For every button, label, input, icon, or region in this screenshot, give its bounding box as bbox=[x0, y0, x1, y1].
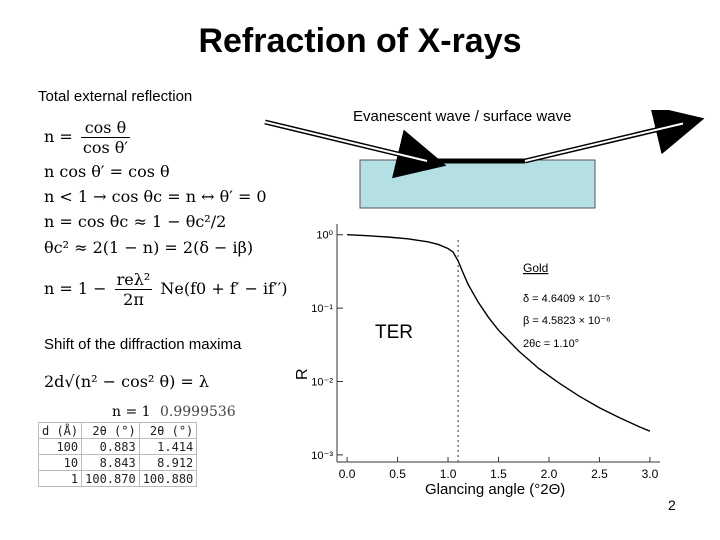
table-row: 100 0.883 1.414 bbox=[37, 438, 198, 455]
reflection-diagram bbox=[264, 110, 705, 209]
equation-bragg: 2d√(n² − cos² θ) = λ bbox=[44, 372, 210, 391]
table-cell: 8.843 bbox=[81, 454, 140, 471]
eq1-lhs: n = bbox=[44, 127, 73, 146]
y-tick-label: 10⁻² bbox=[311, 377, 333, 389]
slide-title: Refraction of X-rays bbox=[198, 22, 522, 60]
y-axis-label: R bbox=[295, 368, 311, 380]
y-tick-label: 10⁻¹ bbox=[311, 303, 333, 315]
eq1-denominator: cos θ′ bbox=[82, 138, 129, 157]
subtitle-total-external-reflection: Total external reflection bbox=[38, 88, 193, 105]
table-cell: 100.880 bbox=[138, 470, 198, 487]
diffraction-shift-table: d (Å) 2θ (°) 2θ (°) 100 0.883 1.414 10 8.843 8.… bbox=[37, 422, 198, 487]
table-cell: 100 bbox=[37, 438, 83, 455]
table-header-cell: 2θ (°) bbox=[81, 422, 140, 439]
table-row: 1 100.870 100.880 bbox=[37, 470, 198, 487]
reflectivity-curve bbox=[347, 234, 651, 432]
eq6-lhs: n = 1 − bbox=[44, 279, 107, 298]
equation-1: n = cos θ cos θ′ bbox=[44, 118, 133, 157]
y-tick-label: 10⁻³ bbox=[311, 450, 333, 462]
table-cell: 0.883 bbox=[81, 438, 140, 455]
page-number: 2 bbox=[668, 497, 676, 513]
eq6-numerator: reλ² bbox=[114, 270, 153, 290]
sample-block bbox=[359, 159, 596, 209]
x-tick-label: 2.0 bbox=[541, 467, 558, 481]
legend-theta-c: 2θc = 1.10° bbox=[523, 338, 579, 350]
y-tick-label: 10⁰ bbox=[316, 230, 333, 242]
eq1-numerator: cos θ bbox=[80, 118, 131, 138]
equation-5: θc² ≈ 2(1 − n) = 2(δ − iβ) bbox=[44, 238, 254, 257]
table-cell: 1 bbox=[37, 470, 83, 487]
table-cell: 1.414 bbox=[138, 438, 198, 455]
table-row: 10 8.843 8.912 bbox=[37, 454, 198, 471]
equation-4: n = cos θc ≈ 1 − θc²/2 bbox=[44, 212, 227, 231]
x-tick-label: 1.5 bbox=[490, 467, 507, 481]
table-header-row: d (Å) 2θ (°) 2θ (°) bbox=[37, 422, 198, 439]
table-cell: 8.912 bbox=[138, 454, 198, 471]
table-n-label: n = 1 bbox=[112, 404, 151, 420]
legend-delta: δ = 4.6409 × 10⁻⁵ bbox=[523, 293, 610, 305]
legend-gold: Gold bbox=[523, 261, 548, 275]
subtitle-evanescent-wave: Evanescent wave / surface wave bbox=[353, 108, 572, 125]
table-cell: 100.870 bbox=[81, 470, 140, 487]
x-tick-label: 0.5 bbox=[389, 467, 406, 481]
x-tick-label: 0.0 bbox=[339, 467, 356, 481]
x-tick-label: 1.0 bbox=[440, 467, 457, 481]
ter-annotation: TER bbox=[375, 322, 413, 343]
x-tick-label: 2.5 bbox=[591, 467, 608, 481]
table-header-cell: 2θ (°) bbox=[138, 422, 198, 439]
eq6-rhs: Ne(f0 + f′ − if′′) bbox=[160, 279, 288, 298]
table-cell: 10 bbox=[37, 454, 83, 471]
equation-6: n = 1 − reλ² 2π Ne(f0 + f′ − if′′) bbox=[44, 270, 288, 309]
table-header-cell: d (Å) bbox=[37, 422, 83, 439]
legend-beta: β = 4.5823 × 10⁻⁶ bbox=[523, 315, 611, 327]
eq6-denominator: 2π bbox=[123, 290, 144, 309]
x-tick-label: 3.0 bbox=[642, 467, 659, 481]
table-n-value: 0.9999536 bbox=[160, 404, 236, 420]
equation-3: n < 1 → cos θc = n ↔ θ′ = 0 bbox=[44, 187, 267, 206]
shift-diffraction-label: Shift of the diffraction maxima bbox=[44, 336, 242, 353]
chart-frame bbox=[336, 223, 661, 463]
x-axis-label: Glancing angle (°2Θ) bbox=[425, 481, 565, 498]
equation-2: n cos θ′ = cos θ bbox=[44, 162, 170, 181]
